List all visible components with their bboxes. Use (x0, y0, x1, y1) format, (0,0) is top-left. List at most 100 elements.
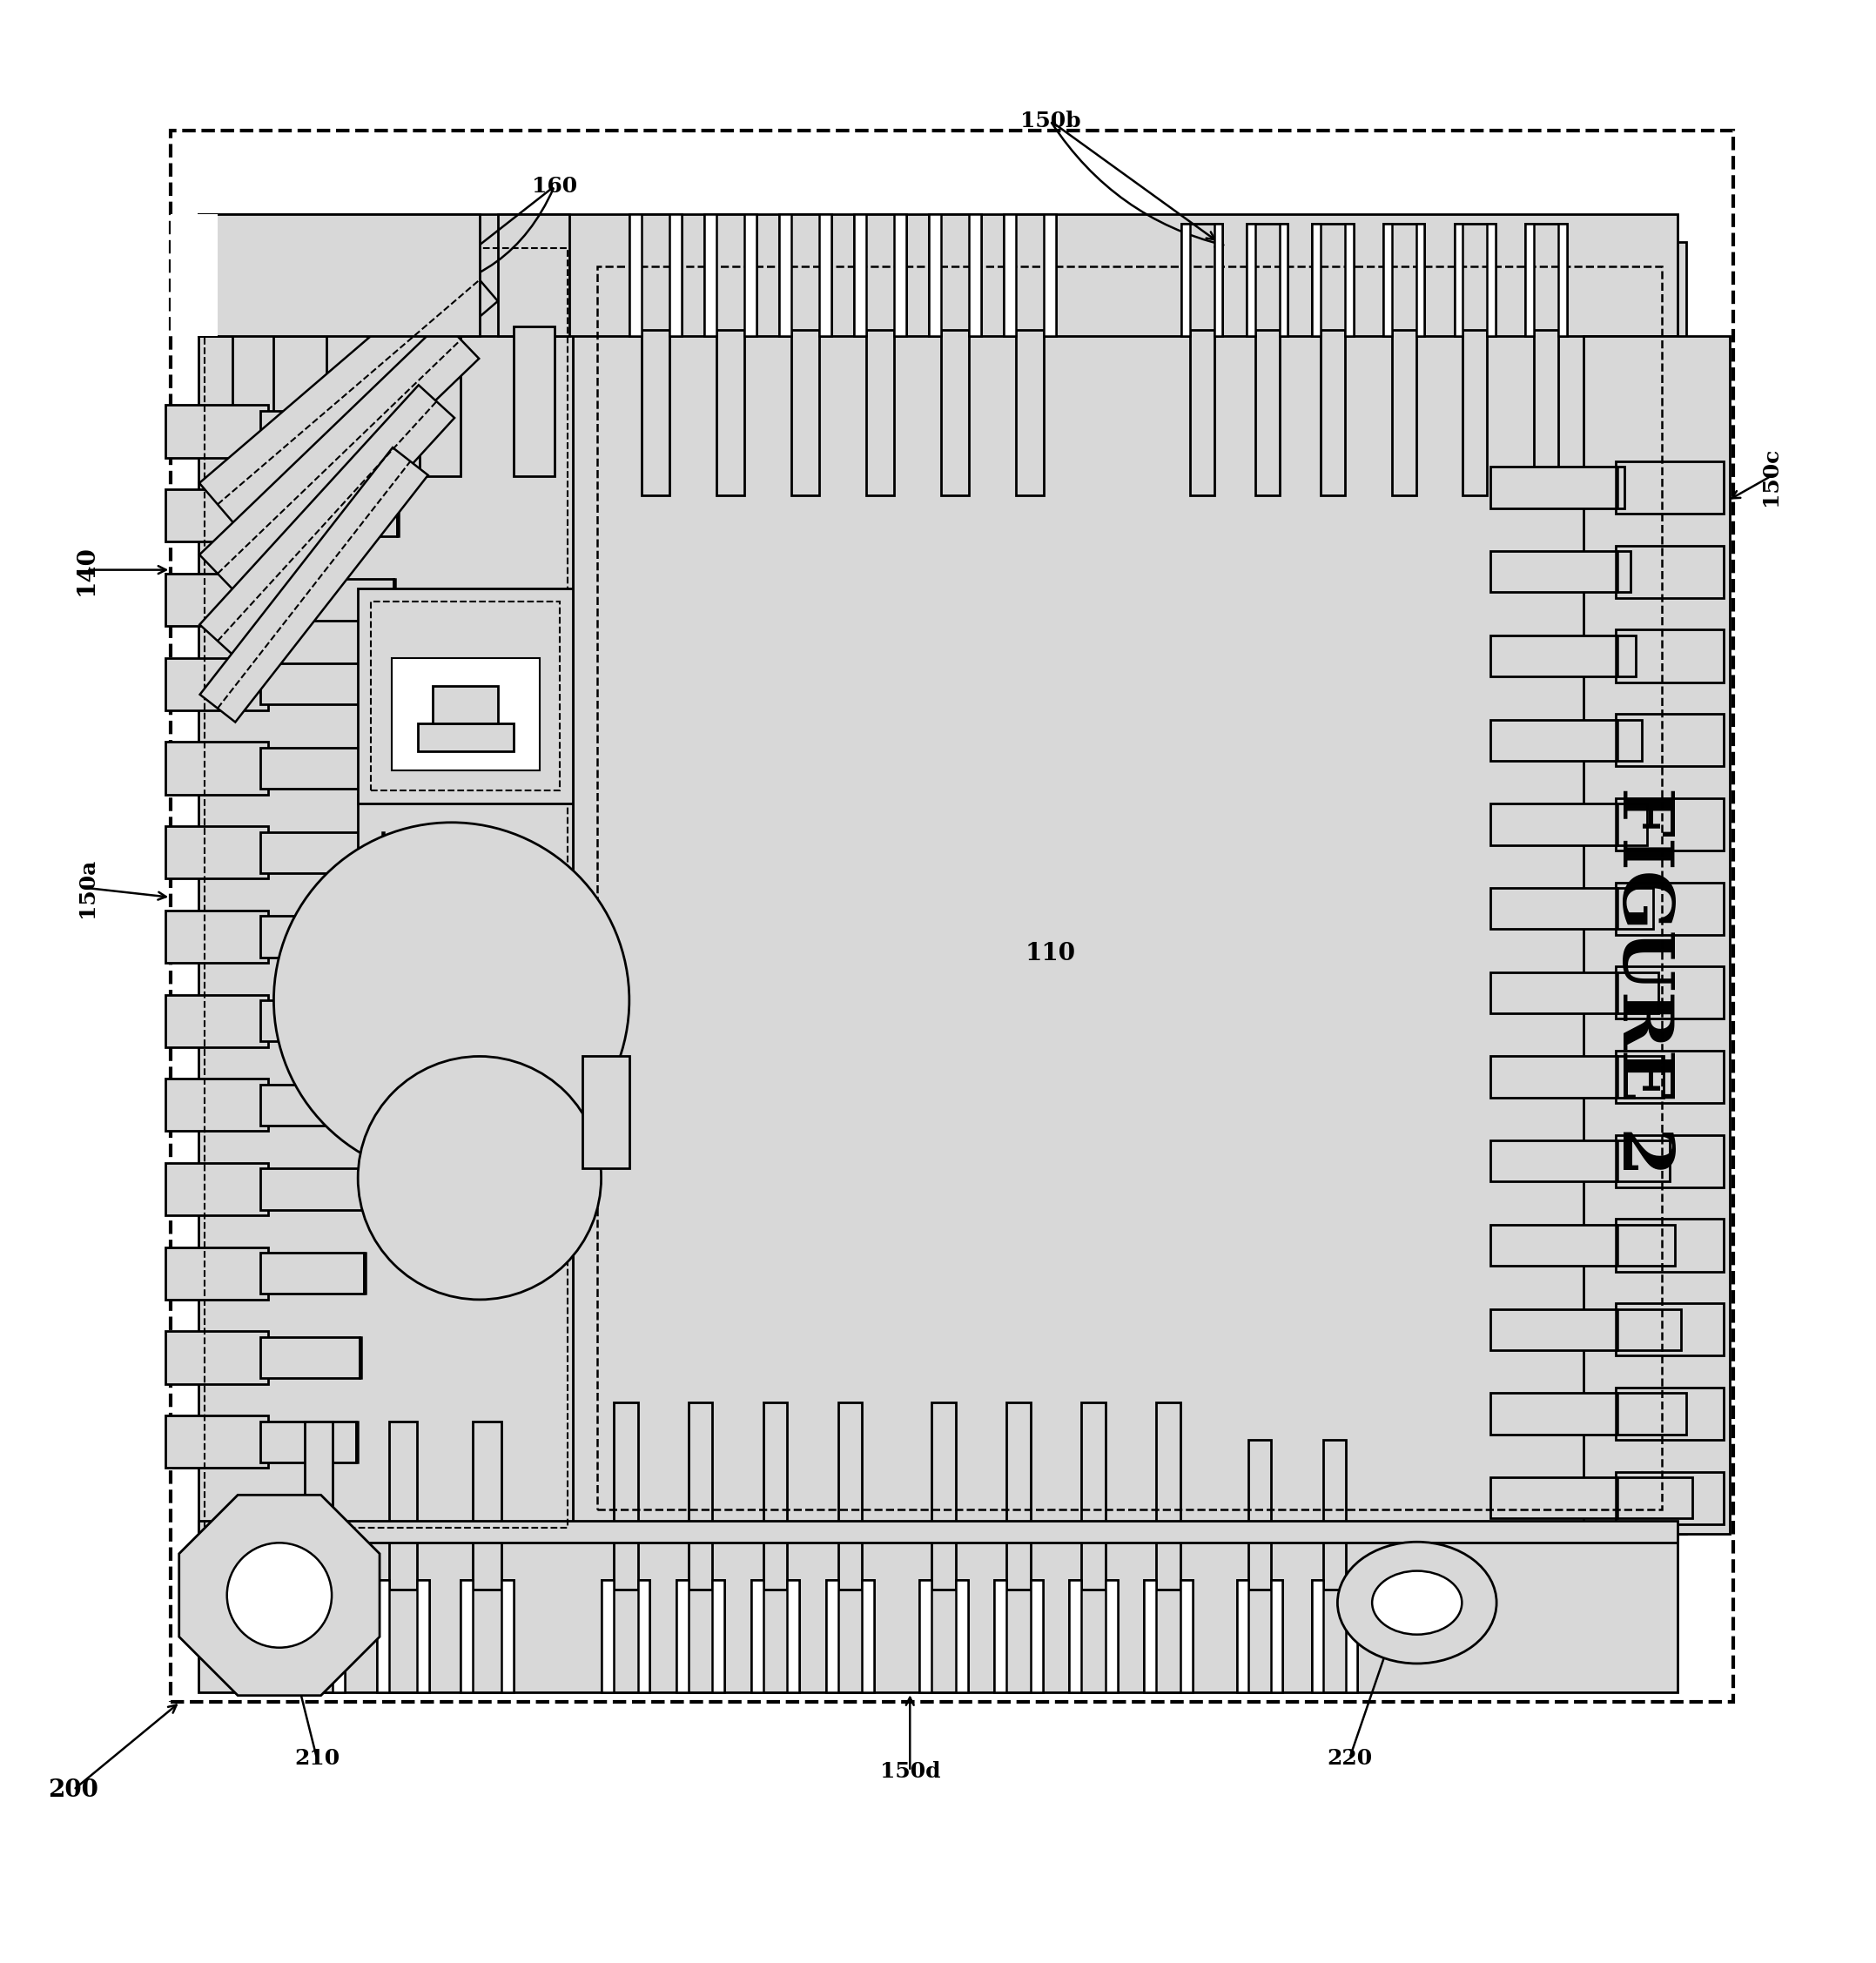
Bar (1182, 224, 1189, 336)
Bar (825, 1580, 839, 1692)
Text: 150c: 150c (1760, 448, 1780, 506)
Bar (1615, 1135, 1724, 1188)
Bar (1345, 1580, 1356, 1692)
Bar (1490, 636, 1636, 677)
Bar (582, 1056, 628, 1168)
Bar (854, 214, 906, 336)
Text: 150a: 150a (77, 858, 98, 917)
Bar (839, 1402, 863, 1590)
Circle shape (358, 1056, 600, 1300)
Text: 130: 130 (512, 738, 559, 758)
Text: 140: 140 (75, 544, 98, 595)
Bar (261, 917, 379, 958)
Bar (326, 326, 368, 477)
Bar (1615, 715, 1724, 766)
Bar (600, 1580, 649, 1692)
Bar (1525, 224, 1566, 336)
Bar (171, 214, 218, 336)
Bar (642, 330, 670, 495)
Text: 110: 110 (1024, 942, 1075, 966)
Bar (704, 214, 756, 336)
Bar (261, 1421, 356, 1462)
Bar (1490, 1056, 1664, 1097)
Polygon shape (340, 1076, 582, 1131)
Bar (1490, 972, 1658, 1013)
Bar (1311, 224, 1321, 336)
Bar (165, 911, 268, 962)
Bar (416, 1580, 430, 1692)
Bar (1615, 966, 1724, 1019)
Bar (968, 214, 981, 336)
Bar (574, 241, 1687, 1533)
Bar (895, 214, 906, 336)
Bar (261, 495, 398, 536)
Bar (1392, 330, 1416, 495)
Bar (433, 685, 499, 722)
Polygon shape (178, 1496, 379, 1696)
Bar (461, 1580, 514, 1692)
Bar (358, 589, 574, 803)
Bar (675, 1580, 724, 1692)
Bar (1490, 1141, 1670, 1182)
Bar (1383, 224, 1424, 336)
Bar (501, 1580, 514, 1692)
Bar (293, 1580, 304, 1692)
Bar (1525, 224, 1535, 336)
Bar (1615, 1219, 1724, 1272)
Text: 150b: 150b (1021, 110, 1081, 132)
Bar (165, 1080, 268, 1131)
Bar (675, 1580, 688, 1692)
Text: FIGURE 2: FIGURE 2 (1608, 787, 1675, 1176)
Bar (261, 1252, 364, 1294)
Bar (165, 1331, 268, 1384)
Bar (165, 1162, 268, 1215)
Bar (165, 573, 268, 626)
Ellipse shape (1338, 1541, 1497, 1663)
Bar (1535, 330, 1559, 495)
Bar (1583, 336, 1730, 1533)
Bar (1255, 330, 1279, 495)
Bar (1345, 224, 1353, 336)
Bar (854, 214, 867, 336)
Bar (165, 1247, 268, 1300)
Bar (750, 1580, 764, 1692)
Bar (717, 330, 745, 495)
Bar (261, 1084, 371, 1125)
Bar (199, 214, 480, 336)
Bar (1006, 1402, 1030, 1590)
Bar (165, 995, 268, 1046)
Bar (261, 1337, 360, 1378)
Bar (1416, 224, 1424, 336)
Bar (358, 795, 574, 1019)
Bar (597, 267, 1662, 1510)
Bar (670, 214, 681, 336)
Bar (820, 214, 831, 336)
Bar (165, 742, 268, 795)
Text: 150d: 150d (880, 1761, 940, 1782)
Bar (1454, 224, 1463, 336)
Bar (779, 214, 792, 336)
Bar (261, 748, 386, 789)
Bar (745, 214, 756, 336)
Bar (1311, 1580, 1356, 1692)
Bar (1490, 887, 1653, 928)
Bar (1615, 1050, 1724, 1103)
Bar (311, 214, 383, 336)
Bar (199, 1521, 1677, 1543)
Text: 120: 120 (420, 1056, 465, 1076)
Bar (1182, 224, 1223, 336)
Bar (1248, 224, 1289, 336)
Bar (919, 1580, 932, 1692)
Bar (929, 214, 981, 336)
Bar (929, 214, 940, 336)
Bar (261, 1001, 375, 1042)
Bar (377, 1580, 388, 1692)
Bar (293, 1580, 345, 1692)
Bar (792, 330, 820, 495)
Bar (261, 410, 401, 451)
Bar (1105, 1580, 1118, 1692)
Bar (613, 1402, 638, 1590)
Bar (377, 1580, 430, 1692)
Bar (420, 326, 461, 477)
Text: 210: 210 (295, 1747, 340, 1769)
